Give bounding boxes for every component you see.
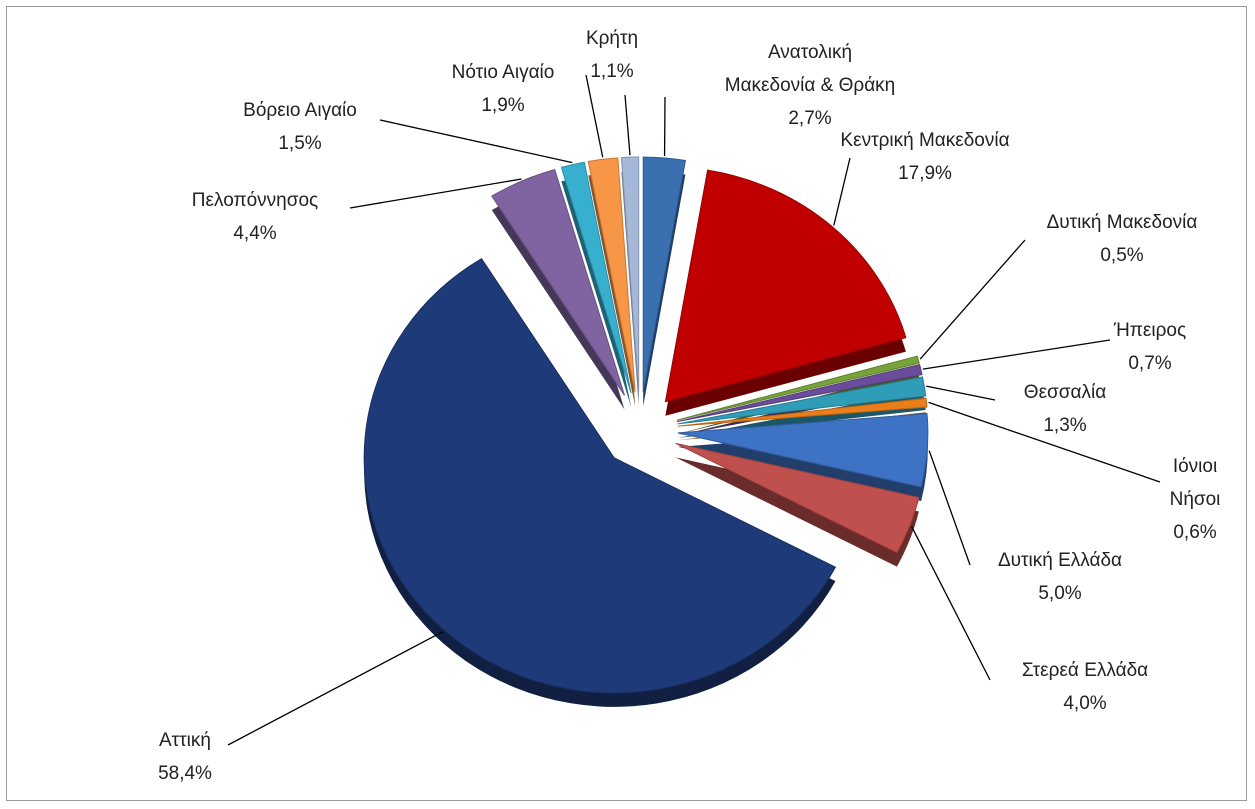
leader-line: [919, 239, 1026, 360]
pie-slice: [587, 157, 636, 393]
pie-slice: [677, 413, 929, 488]
category-label: Κεντρική Μακεδονία: [840, 130, 1010, 151]
slice-label: Δυτική Ελλάδα 5,0%: [930, 544, 1190, 610]
slice-label: Θεσσαλία 1,3%: [935, 376, 1195, 442]
value-label: 1,1%: [590, 61, 634, 82]
category-label: Βόρειο Αιγαίο: [243, 100, 357, 121]
value-label: 5,0%: [1038, 583, 1082, 604]
value-label: 0,5%: [1100, 245, 1144, 266]
slice-label: Πελοπόννησος 4,4%: [125, 184, 385, 250]
leader-line: [585, 74, 604, 158]
leader-line: [928, 450, 971, 566]
pie-slice: [491, 169, 625, 396]
category-label: Δυτική Ελλάδα: [997, 550, 1123, 571]
pie-slice: [363, 257, 837, 694]
pie-slice: [676, 355, 920, 421]
value-label: 17,9%: [898, 163, 952, 184]
category-label: Κρήτη: [585, 28, 639, 49]
category-label: Πελοπόννησος: [191, 190, 319, 211]
category-label: Ανατολική Μακεδονία & Θράκη: [724, 42, 896, 96]
category-label: Ήπειρος: [1113, 320, 1187, 341]
leader-line: [379, 119, 573, 164]
slice-label: Στερεά Ελλάδα 4,0%: [955, 654, 1215, 720]
leader-line: [922, 339, 1111, 370]
slice-side: [675, 457, 919, 567]
leader-line: [349, 178, 522, 209]
pie-slice: [664, 169, 907, 403]
value-label: 1,9%: [481, 95, 525, 116]
category-label: Δυτική Μακεδονία: [1046, 212, 1198, 233]
value-label: 1,3%: [1043, 415, 1087, 436]
leader-line: [928, 401, 1161, 483]
pie-slice: [620, 156, 640, 393]
slice-label: Ιόνιοι Νήσοι 0,6%: [1065, 450, 1255, 549]
pie-slice: [560, 161, 632, 394]
chart-border: [6, 6, 1247, 801]
category-label: Ιόνιοι Νήσοι: [1169, 456, 1221, 510]
pie-slice: [675, 442, 920, 554]
value-label: 58,4%: [158, 763, 212, 784]
pie-slice: [677, 397, 928, 427]
leader-line: [833, 157, 851, 226]
pie-slice: [677, 376, 927, 425]
category-label: Νότιο Αιγαίο: [451, 62, 555, 83]
leader-line: [926, 385, 996, 401]
value-label: 0,6%: [1173, 522, 1217, 543]
leader-line: [624, 94, 631, 156]
value-label: 4,0%: [1063, 693, 1107, 714]
category-label: Θεσσαλία: [1023, 382, 1107, 403]
value-label: 4,4%: [233, 223, 277, 244]
value-label: 2,7%: [788, 108, 832, 129]
category-label: Αττική: [159, 730, 211, 751]
value-label: 1,5%: [278, 133, 322, 154]
pie-slice: [676, 363, 923, 423]
leader-line: [227, 631, 444, 746]
pie-slice: [642, 156, 687, 393]
slice-label: Βόρειο Αιγαίο 1,5%: [170, 94, 430, 160]
slice-label: Νότιο Αιγαίο 1,9%: [373, 56, 633, 122]
slice-label: Ανατολική Μακεδονία & Θράκη 2,7%: [680, 36, 940, 135]
value-label: 0,7%: [1128, 353, 1172, 374]
slice-label: Κρήτη 1,1%: [482, 22, 742, 88]
slice-label: Αττική 58,4%: [55, 724, 315, 790]
slice-side: [588, 171, 636, 407]
category-label: Στερεά Ελλάδα: [1021, 660, 1149, 681]
slice-label: Κεντρική Μακεδονία 17,9%: [795, 124, 1055, 190]
slice-label: Ήπειρος 0,7%: [1020, 314, 1255, 380]
leader-line: [911, 526, 991, 681]
slice-label: Δυτική Μακεδονία 0,5%: [992, 206, 1252, 272]
slice-side: [561, 176, 632, 408]
